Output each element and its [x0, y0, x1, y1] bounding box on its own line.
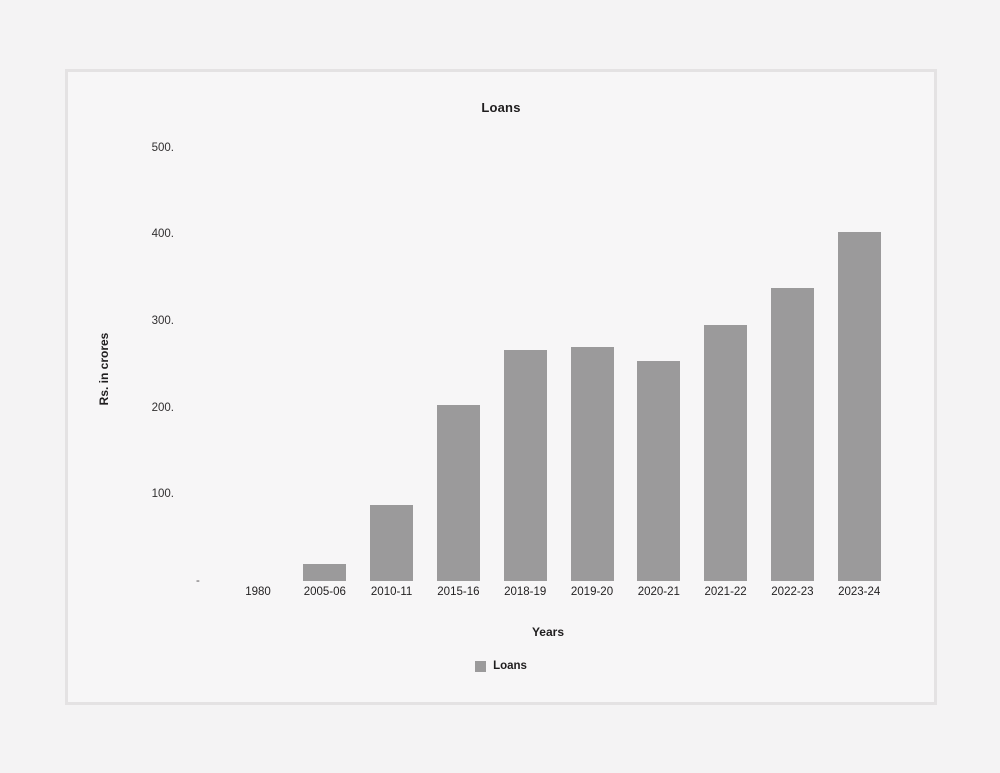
- y-tick-label: -: [196, 575, 200, 587]
- x-tick-label: 2021-22: [704, 586, 747, 598]
- y-tick-label: 100.: [151, 488, 174, 501]
- x-tick-label: 2005-06: [303, 586, 346, 598]
- y-tick-label: 200.: [151, 401, 174, 414]
- bar-2023-24: [837, 232, 881, 581]
- bar-2010-11: [370, 504, 414, 581]
- x-tick-label: 2015-16: [437, 586, 480, 598]
- bar-2021-22: [704, 325, 748, 581]
- bar-2015-16: [436, 405, 480, 581]
- x-tick-label: 2022-23: [771, 586, 814, 598]
- x-tick-label: 2010-11: [370, 586, 413, 598]
- y-tick-label: 400.: [151, 228, 174, 241]
- bar-2020-21: [637, 360, 681, 581]
- bar-2018-19: [503, 349, 547, 581]
- legend-label: Loans: [493, 660, 527, 672]
- bar-2019-20: [570, 346, 614, 581]
- legend-swatch: [475, 660, 487, 672]
- bar-2005-06: [303, 563, 347, 581]
- legend: Loans: [68, 660, 934, 672]
- x-tick-label: 2023-24: [838, 586, 881, 598]
- chart-title: Loans: [481, 100, 521, 115]
- y-tick-label: 300.: [151, 314, 174, 327]
- x-axis-title-wrap: Years: [203, 623, 893, 641]
- x-axis-title: Years: [531, 625, 565, 639]
- x-tick-label: 2020-21: [637, 586, 680, 598]
- y-tick-label: 500.: [151, 141, 174, 154]
- y-axis-title: Rs. in crores: [97, 332, 111, 406]
- bar-2022-23: [770, 287, 814, 581]
- x-tick-label: 2019-20: [570, 586, 614, 598]
- x-tick-label: 2018-19: [504, 586, 547, 598]
- plot-area: [203, 72, 893, 581]
- chart-panel: Loans Rs. in crores 500. 400. 300. 200. 100.…: [65, 69, 937, 705]
- x-tick-label: 1980: [245, 586, 271, 598]
